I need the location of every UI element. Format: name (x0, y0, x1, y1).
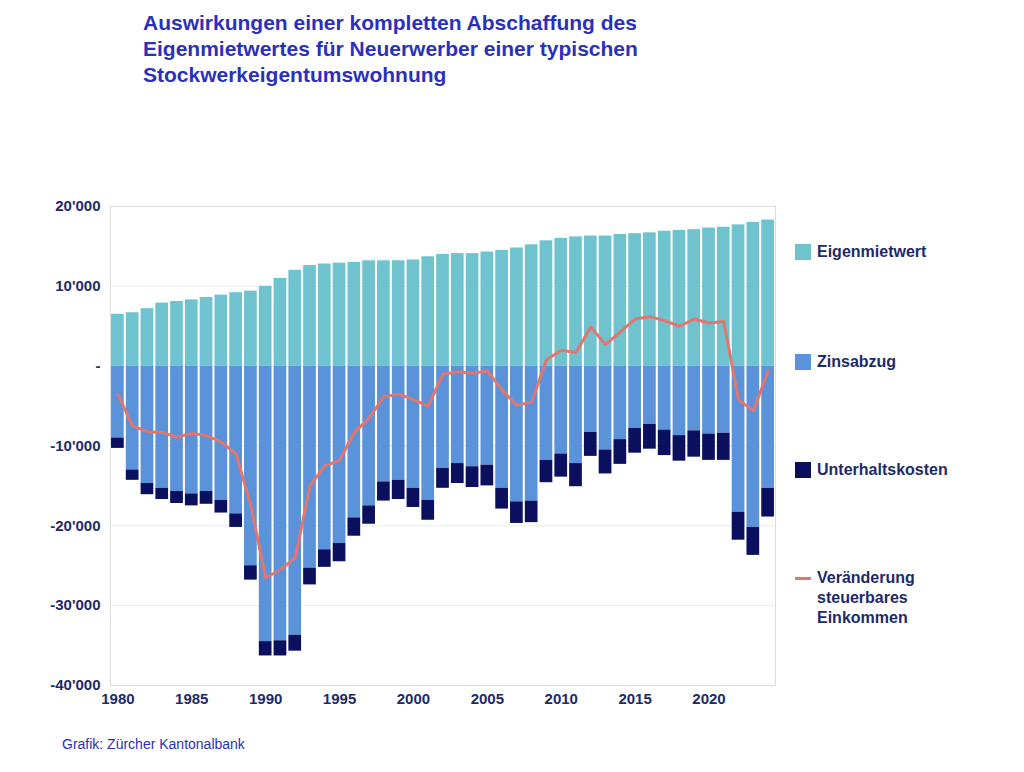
svg-text:2020: 2020 (692, 690, 725, 707)
svg-text:2010: 2010 (545, 690, 578, 707)
svg-text:-30'000: -30'000 (50, 596, 100, 613)
html-text:Grafik: Zürcher Kantonalbank: Grafik: Zürcher Kantonalbank (62, 736, 245, 752)
html-text:Eigenmietwert: Eigenmietwert (817, 243, 927, 260)
svg-text:20'000: 20'000 (55, 197, 100, 214)
html-text:Auswirkungen einer kompletten: Auswirkungen einer kompletten Abschaffun… (143, 11, 638, 86)
svg-text:2000: 2000 (397, 690, 430, 707)
svg-text:-40'000: -40'000 (50, 676, 100, 693)
svg-text:-10'000: -10'000 (50, 437, 100, 454)
svg-text:2005: 2005 (471, 690, 504, 707)
svg-text:1990: 1990 (249, 690, 282, 707)
svg-text:1995: 1995 (323, 690, 356, 707)
svg-text:-20'000: -20'000 (50, 517, 100, 534)
html-text:Unterhaltskosten: Unterhaltskosten (817, 461, 948, 478)
svg-text:-: - (96, 357, 101, 374)
svg-text:1980: 1980 (101, 690, 134, 707)
svg-text:2015: 2015 (618, 690, 651, 707)
svg-text:10'000: 10'000 (55, 277, 100, 294)
html-text:Zinsabzug: Zinsabzug (817, 353, 897, 370)
svg-text:1985: 1985 (175, 690, 208, 707)
html-text:Veränderung steuerbares Einkom: Veränderung steuerbares Einkommen (817, 569, 915, 626)
